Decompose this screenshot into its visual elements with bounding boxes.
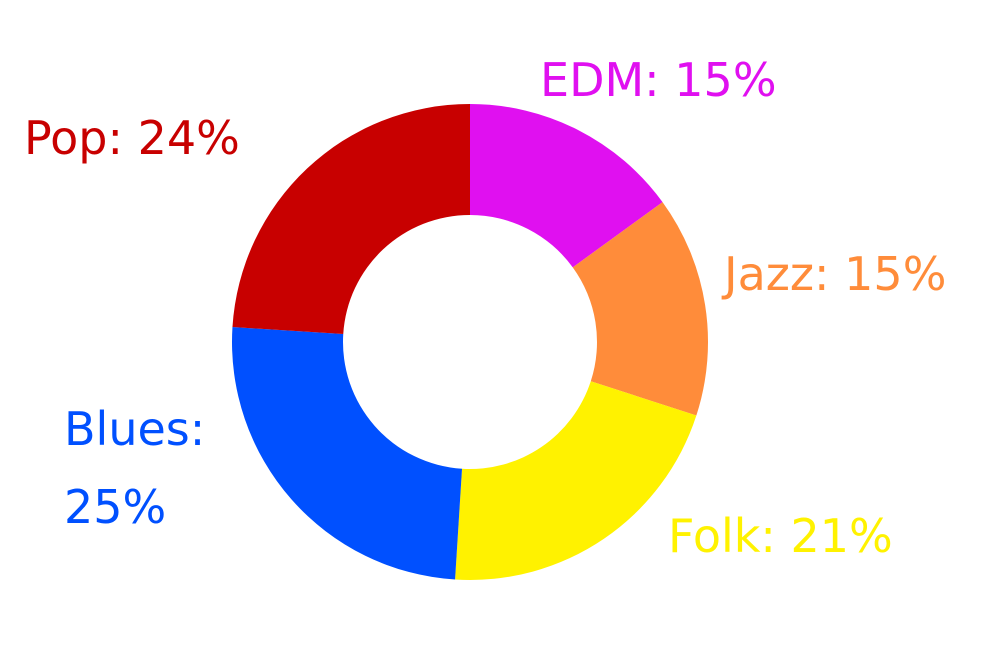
label-jazz: Jazz: 15% — [721, 247, 946, 301]
slice-jazz — [572, 202, 708, 416]
label-blues: Blues: 25% — [64, 402, 205, 534]
donut-slices — [232, 104, 708, 580]
slice-labels: EDM: 15% Jazz: 15% Folk: 21% Blues: 25% Pop: … — [24, 53, 946, 563]
slice-pop — [232, 104, 470, 335]
label-pop: Pop: 24% — [24, 111, 240, 165]
slice-folk — [455, 381, 697, 580]
label-folk: Folk: 21% — [668, 509, 893, 563]
slice-blues — [232, 327, 463, 580]
slice-edm — [470, 104, 663, 268]
label-edm: EDM: 15% — [540, 53, 777, 107]
